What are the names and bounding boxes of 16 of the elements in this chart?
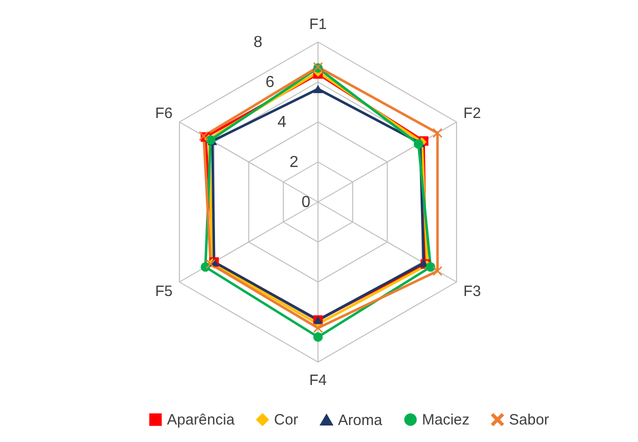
legend-label: Cor [274, 412, 298, 429]
legend-label: Aparência [167, 412, 236, 429]
y-tick-label: 2 [290, 154, 299, 171]
spoke-label: F3 [463, 283, 481, 300]
legend-label: Aroma [338, 412, 383, 429]
y-tick-label: 0 [302, 194, 311, 211]
spoke-label: F5 [155, 283, 173, 300]
spoke-label: F1 [309, 16, 327, 33]
spoke-label: F2 [463, 105, 481, 122]
spoke-label: F6 [155, 105, 173, 122]
legend-label: Maciez [422, 412, 470, 429]
spoke-label: F4 [309, 372, 327, 389]
legend-label: Sabor [509, 412, 550, 429]
y-tick-label: 6 [266, 74, 275, 91]
y-tick-label: 8 [254, 34, 263, 51]
y-tick-label: 4 [278, 114, 287, 131]
